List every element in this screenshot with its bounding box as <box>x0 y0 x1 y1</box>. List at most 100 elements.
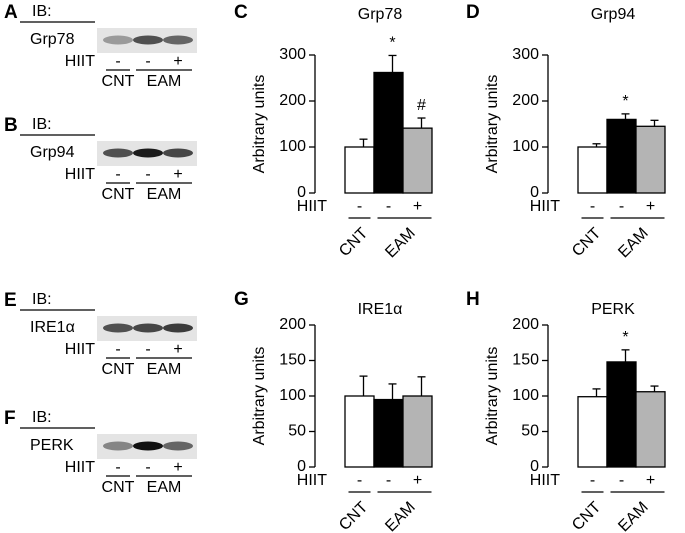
hiit-sign: - <box>145 166 150 183</box>
y-tick-label: 100 <box>512 387 539 404</box>
hiit-label: HIIT <box>530 198 560 215</box>
panel-letter: D <box>466 2 480 23</box>
hiit-label: HIIT <box>65 341 95 358</box>
group-label: CNT <box>569 225 604 260</box>
blot-band <box>133 35 163 45</box>
hiit-sign: - <box>619 472 624 489</box>
y-tick-label: 200 <box>279 316 306 333</box>
y-tick-label: 200 <box>512 316 539 333</box>
panel-letter: H <box>466 289 480 310</box>
blot-band <box>133 441 163 451</box>
panel-letter: F <box>4 408 16 429</box>
hiit-sign: + <box>413 198 422 215</box>
protein-label: Grp94 <box>30 144 75 161</box>
blot-band <box>163 148 193 158</box>
blot-band <box>163 323 193 333</box>
blot-band <box>103 148 133 158</box>
y-tick-label: 300 <box>279 46 306 63</box>
y-tick-label: 0 <box>297 458 306 475</box>
ib-label: IB: <box>32 409 52 426</box>
panel-letter: B <box>4 115 18 136</box>
bar <box>577 396 608 468</box>
chart-title: IRE1α <box>358 301 403 318</box>
chart-title: PERK <box>591 301 635 318</box>
group-label: CNT <box>102 361 135 378</box>
bar <box>344 146 375 194</box>
y-tick-label: 200 <box>512 92 539 109</box>
y-tick-label: 0 <box>530 458 539 475</box>
y-tick-label: 150 <box>512 352 539 369</box>
bar <box>402 127 433 194</box>
group-label: CNT <box>336 499 371 533</box>
blot-band <box>163 35 193 45</box>
y-tick-label: 50 <box>288 423 306 440</box>
blot-band <box>133 148 163 158</box>
group-label: EAM <box>147 186 182 203</box>
hiit-label: HIIT <box>297 198 327 215</box>
group-label: EAM <box>147 73 182 90</box>
bar <box>635 391 666 468</box>
hiit-sign: - <box>357 472 362 489</box>
blot-band <box>163 441 193 451</box>
hiit-sign: - <box>386 472 391 489</box>
hiit-sign: - <box>590 472 595 489</box>
blot-band <box>103 441 133 451</box>
significance-mark: * <box>622 329 628 346</box>
y-tick-label: 0 <box>530 184 539 201</box>
hiit-label: HIIT <box>65 459 95 476</box>
hiit-sign: + <box>173 53 182 70</box>
protein-label: IRE1α <box>30 319 75 336</box>
y-tick-label: 0 <box>297 184 306 201</box>
group-label: CNT <box>102 73 135 90</box>
hiit-sign: - <box>619 198 624 215</box>
hiit-sign: - <box>115 166 120 183</box>
y-axis-label: Arbitrary units <box>484 75 501 174</box>
group-label: EAM <box>147 479 182 496</box>
blot-band <box>103 323 133 333</box>
y-axis-label: Arbitrary units <box>484 347 501 446</box>
hiit-sign: + <box>173 341 182 358</box>
bar <box>373 71 404 194</box>
panel-letter: E <box>4 290 17 311</box>
hiit-sign: + <box>646 198 655 215</box>
hiit-sign: + <box>413 472 422 489</box>
bar <box>373 398 404 468</box>
panel-letter: G <box>234 289 249 310</box>
y-tick-label: 200 <box>279 92 306 109</box>
bar <box>606 118 637 194</box>
y-axis-label: Arbitrary units <box>251 347 268 446</box>
y-tick-label: 150 <box>279 352 306 369</box>
blot-band <box>103 35 133 45</box>
panel-letter: C <box>234 2 248 23</box>
group-label: EAM <box>615 499 652 533</box>
y-tick-label: 100 <box>279 387 306 404</box>
panel-letter: A <box>4 2 18 23</box>
bar <box>606 361 637 468</box>
y-tick-label: 100 <box>279 138 306 155</box>
hiit-label: HIIT <box>297 472 327 489</box>
hiit-sign: + <box>173 459 182 476</box>
group-label: EAM <box>147 361 182 378</box>
hiit-label: HIIT <box>65 166 95 183</box>
hiit-sign: - <box>145 53 150 70</box>
hiit-sign: - <box>115 459 120 476</box>
significance-mark: # <box>417 97 426 114</box>
group-label: CNT <box>569 499 604 533</box>
chart-title: Grp94 <box>591 6 636 23</box>
hiit-sign: + <box>646 472 655 489</box>
hiit-label: HIIT <box>530 472 560 489</box>
y-tick-label: 50 <box>521 423 539 440</box>
hiit-sign: + <box>173 166 182 183</box>
group-label: CNT <box>336 225 371 260</box>
bar <box>577 146 608 194</box>
bar <box>344 395 375 468</box>
group-label: CNT <box>102 479 135 496</box>
chart-title: Grp78 <box>358 6 403 23</box>
protein-label: Grp78 <box>30 31 75 48</box>
y-tick-label: 300 <box>512 46 539 63</box>
ib-label: IB: <box>32 116 52 133</box>
blot-band <box>133 323 163 333</box>
y-tick-label: 100 <box>512 138 539 155</box>
y-axis-label: Arbitrary units <box>251 75 268 174</box>
hiit-sign: - <box>590 198 595 215</box>
